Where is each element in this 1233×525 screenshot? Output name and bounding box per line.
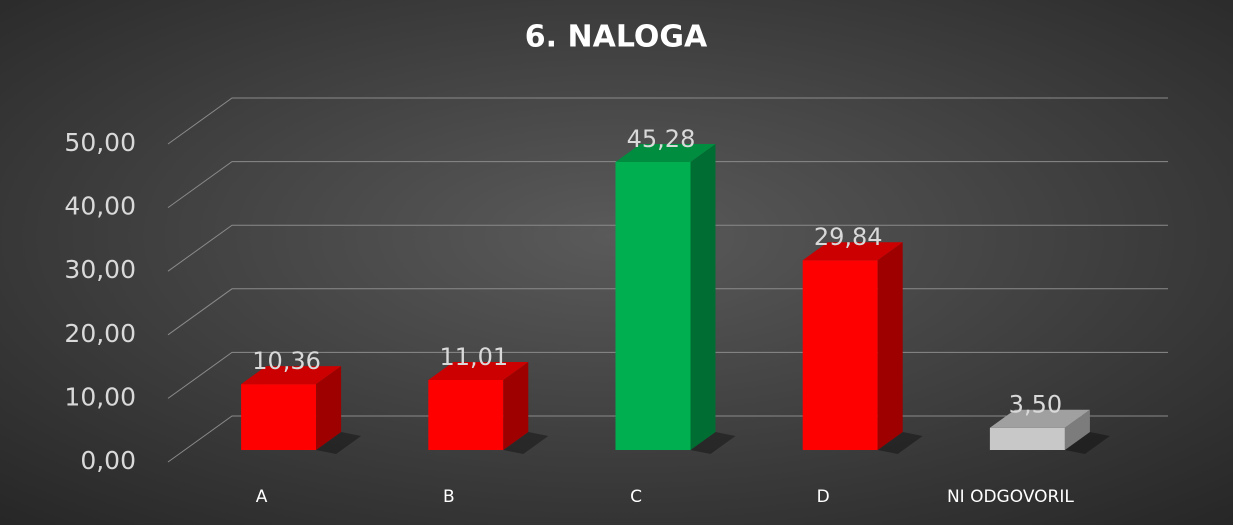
bar-side (1064, 409, 1090, 450)
bar-top (802, 242, 903, 261)
grid-line (167, 97, 1168, 145)
bar-side (316, 366, 342, 450)
grid-line (167, 224, 1168, 272)
bar-side (690, 144, 716, 450)
bar-front (615, 162, 691, 450)
value-label: 29,84 (814, 223, 883, 251)
bar-shadow (503, 432, 549, 454)
y-tick-label: 20,00 (64, 319, 136, 348)
grid-line (167, 161, 1168, 209)
value-label: 11,01 (439, 343, 508, 371)
bar-shadow (690, 432, 736, 454)
x-tick-label: B (443, 487, 455, 507)
y-tick-label: 50,00 (64, 128, 136, 157)
bar-top (428, 361, 529, 380)
bar-front (241, 384, 317, 450)
bar-side (877, 242, 903, 450)
chart-title: 6. NALOGA (525, 20, 708, 55)
bar-top (615, 144, 716, 163)
x-tick-label: A (256, 487, 268, 507)
x-tick-label: C (630, 487, 642, 507)
value-label: 45,28 (627, 125, 696, 153)
x-tick-label: D (817, 487, 830, 507)
bar-front (802, 260, 878, 450)
value-label: 10,36 (252, 347, 321, 375)
bar-side (503, 361, 529, 450)
y-tick-label: 0,00 (80, 446, 136, 475)
bar-shadow (877, 432, 923, 454)
bar-shadow (316, 432, 362, 454)
bar-shadow (1064, 432, 1110, 454)
value-label: 3,50 (1009, 391, 1062, 419)
y-tick-label: 40,00 (64, 192, 136, 221)
bar-top (989, 409, 1090, 428)
bar-front (989, 427, 1065, 450)
x-tick-label: NI ODGOVORIL (947, 487, 1074, 507)
bar-top (241, 366, 342, 385)
y-tick-label: 10,00 (64, 382, 136, 411)
y-tick-label: 30,00 (64, 255, 136, 284)
bar-front (428, 379, 504, 450)
